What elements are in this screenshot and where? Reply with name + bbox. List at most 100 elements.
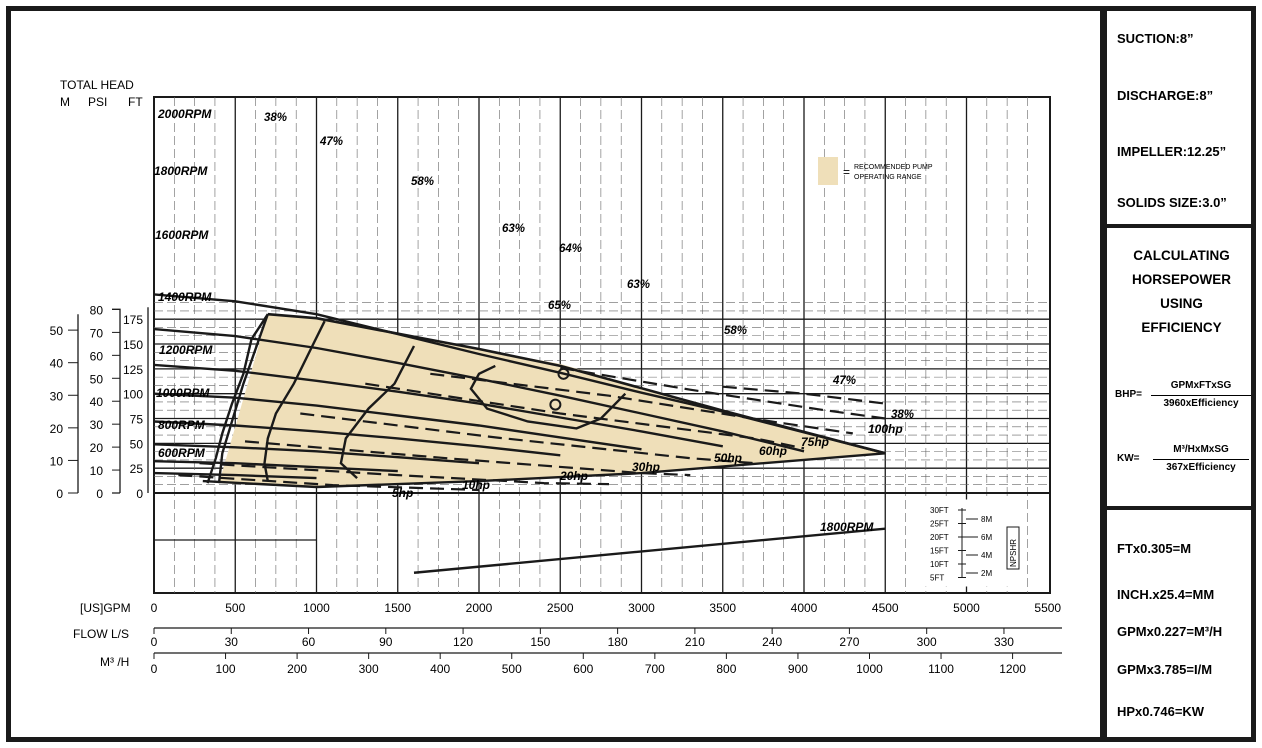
psi-tick-label: 70: [90, 326, 104, 340]
hp-label: 50hp: [714, 451, 742, 465]
efficiency-label: 47%: [319, 136, 343, 148]
head-unit-ft: FT: [128, 95, 143, 109]
ft-tick-label: 150: [123, 338, 143, 352]
conversion-gpm-lm: GPMx3.785=I/M: [1117, 662, 1213, 677]
speed-curve: [154, 443, 480, 465]
panel-divider: [1100, 6, 1107, 742]
psi-tick-label: 30: [90, 418, 104, 432]
gpm-tick-label: 1500: [384, 601, 411, 615]
hp-label: 30hp: [632, 460, 660, 474]
conversion-panel: FTx0.305=M INCH.x25.4=MM GPMx0.227=M³/H …: [1107, 510, 1256, 742]
m3h-axis-label: M³ /H: [100, 655, 129, 669]
ft-tick-label: 25: [130, 462, 144, 476]
hp-curve: [300, 412, 756, 465]
spec-discharge: DISCHARGE:8”: [1117, 88, 1214, 103]
spec-impeller: IMPELLER:12.25”: [1117, 144, 1227, 159]
flow-ls-tick-label: 120: [453, 635, 473, 649]
calc-title-line: CALCULATING: [1133, 248, 1230, 263]
flow-ls-tick-label: 60: [302, 635, 316, 649]
hp-curve: [365, 382, 805, 450]
flow-ls-tick-label: 30: [225, 635, 239, 649]
flow-ls-tick-label: 0: [151, 635, 158, 649]
gpm-tick-label: 2500: [547, 601, 574, 615]
npshr-m-tick: 8M: [981, 515, 992, 524]
efficiency-label: 65%: [548, 300, 571, 312]
speed-curve-label: 2000RPM: [157, 107, 212, 121]
operating-range-boundary: [217, 313, 269, 484]
hp-label: 10hp: [462, 478, 490, 492]
kw-denominator: 367xEfficiency: [1166, 462, 1236, 473]
m-tick-label: 50: [50, 324, 64, 338]
m3h-tick-label: 200: [287, 662, 307, 676]
efficiency-label: 58%: [411, 176, 434, 188]
operating-range-boundary: [267, 312, 886, 455]
bhp-fraction-bar: [1151, 395, 1251, 396]
npshr-curve: [413, 527, 886, 574]
plot-border: [153, 96, 1051, 594]
efficiency-label: 38%: [264, 112, 287, 124]
m3h-tick-label: 500: [502, 662, 522, 676]
legend-swatch: [818, 157, 838, 185]
ft-tick-label: 50: [130, 437, 144, 451]
m3h-tick-label: 1100: [928, 662, 954, 676]
speed-curve: [154, 420, 561, 457]
conversion-hp-kw: HPx0.746=KW: [1117, 704, 1205, 719]
gpm-tick-label: 4000: [791, 601, 818, 615]
flow-ls-tick-label: 330: [994, 635, 1014, 649]
npshr-ft-tick: 15FT: [930, 547, 949, 556]
hp-label: 20hp: [559, 469, 588, 483]
pump-curve-chart: 2000RPM1800RPM1600RPM1400RPM1200RPM1000R…: [50, 78, 1062, 676]
calc-title-line: EFFICIENCY: [1141, 320, 1222, 335]
spec-solids-size: SOLIDS SIZE:3.0”: [1117, 195, 1227, 210]
efficiency-label: 38%: [891, 409, 914, 421]
flow-ls-axis-label: FLOW L/S: [73, 627, 129, 641]
psi-tick-label: 80: [90, 303, 104, 317]
m3h-tick-label: 400: [430, 662, 450, 676]
npshr-curve-label: 1800RPM: [820, 520, 874, 534]
speed-curve-label: 800RPM: [158, 418, 206, 432]
ft-tick-label: 125: [123, 363, 143, 377]
ft-tick-label: 100: [123, 388, 143, 402]
gpm-tick-label: 1000: [303, 601, 330, 615]
flow-ls-tick-label: 270: [839, 635, 859, 649]
m3h-tick-label: 1000: [856, 662, 883, 676]
gpm-tick-label: 2000: [466, 601, 493, 615]
psi-tick-label: 0: [96, 487, 103, 501]
hp-curve: [430, 372, 853, 435]
calc-title-line: HORSEPOWER: [1131, 272, 1231, 287]
gpm-tick-label: 500: [225, 601, 245, 615]
flow-ls-tick-label: 180: [608, 635, 628, 649]
hp-curve: [178, 474, 480, 492]
psi-tick-label: 10: [90, 464, 104, 478]
hp-label: 5hp: [392, 486, 413, 500]
hp-curve: [560, 366, 886, 420]
m3h-tick-label: 1200: [999, 662, 1026, 676]
flow-ls-tick-label: 240: [762, 635, 782, 649]
legend-text: OPERATING RANGE: [854, 174, 922, 181]
m3h-tick-label: 900: [788, 662, 808, 676]
efficiency-curve: [206, 313, 269, 484]
ft-tick-label: 175: [123, 313, 143, 327]
efficiency-label: 64%: [559, 243, 582, 255]
efficiency-label: 47%: [832, 375, 856, 387]
bhp-label: BHP=: [1115, 389, 1142, 400]
m3h-tick-label: 0: [151, 662, 158, 676]
ft-tick-label: 0: [136, 487, 143, 501]
speed-curve-label: 1800RPM: [154, 164, 208, 178]
curves: [154, 293, 886, 492]
speed-curve-label: 1000RPM: [156, 386, 210, 400]
psi-tick-label: 40: [90, 395, 104, 409]
calc-title-line: USING: [1160, 296, 1203, 311]
kw-formula: KW= M³/HxMxSG 367xEfficiency: [1115, 444, 1255, 486]
m3h-tick-label: 600: [573, 662, 593, 676]
speed-curve-label: 1400RPM: [158, 290, 212, 304]
spec-suction: SUCTION:8”: [1117, 31, 1194, 46]
npshr-ft-tick: 25FT: [930, 520, 949, 529]
m3h-tick-label: 700: [645, 662, 665, 676]
npshr-m-tick: 6M: [981, 533, 992, 542]
speed-curve: [154, 471, 317, 480]
gpm-tick-label: 5500: [1034, 601, 1061, 615]
flow-ls-tick-label: 300: [917, 635, 937, 649]
efficiency-curve: [263, 320, 326, 482]
hp-curve: [722, 385, 886, 405]
